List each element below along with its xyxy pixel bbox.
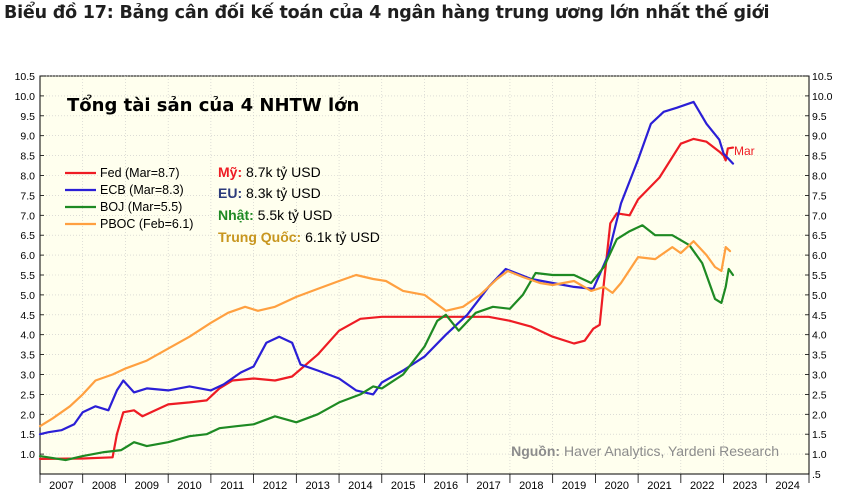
x-tick-label: 2022 (690, 480, 714, 492)
x-tick-label: 2015 (391, 480, 415, 492)
y-tick-label-right: 9.0 (812, 131, 827, 143)
series-lines (38, 100, 735, 462)
legend-label-boj: BOJ (Mar=5.5) (100, 200, 182, 214)
x-tick-label: 2013 (305, 480, 329, 492)
callout-us-label: Mỹ: (218, 164, 242, 180)
x-tick-label: 2017 (476, 480, 500, 492)
series-line-ecb (38, 100, 735, 436)
legend: Fed (Mar=8.7) ECB (Mar=8.3) BOJ (Mar=5.5… (65, 166, 193, 231)
x-tick-label: 2024 (775, 480, 799, 492)
callout-eu-label: EU: (218, 185, 242, 201)
y-tick-label-left: 9.5 (20, 111, 35, 123)
y-tick-label-right: 2.0 (812, 409, 827, 421)
x-tick-label: 2010 (177, 480, 201, 492)
series-line-fed (38, 137, 735, 460)
y-tick-label-left: 7.0 (20, 210, 35, 222)
y-tick-label-left: 3.0 (20, 370, 35, 382)
y-tick-label-right: 2.5 (812, 389, 827, 401)
x-tick-label: 2021 (647, 480, 671, 492)
y-tick-label-right: 5.5 (812, 270, 827, 282)
legend-label-ecb: ECB (Mar=8.3) (100, 183, 184, 197)
y-tick-label-left: 8.5 (20, 151, 35, 163)
source-text: Haver Analytics, Yardeni Research (560, 443, 779, 459)
x-tick-label: 2020 (605, 480, 629, 492)
y-tick-label-right: 3.5 (812, 350, 827, 362)
source-label: Nguồn: (511, 443, 560, 459)
y-tick-label-right: 4.5 (812, 310, 827, 322)
callout-cn-label: Trung Quốc: (218, 229, 301, 245)
y-tick-label-right: .5 (812, 469, 821, 481)
source-note: Nguồn: Haver Analytics, Yardeni Research (511, 443, 779, 459)
y-tick-label-left: 4.5 (20, 310, 35, 322)
y-tick-label-left: 6.5 (20, 230, 35, 242)
y-tick-label-left: 1.0 (20, 449, 35, 461)
x-tick-label: 2009 (135, 480, 159, 492)
y-tick-label-left: 5.0 (20, 290, 35, 302)
y-tick-label-left: 2.0 (20, 409, 35, 421)
y-tick-label-left: 1.5 (20, 429, 35, 441)
y-tick-label-left: 6.0 (20, 250, 35, 262)
figure-heading: Biểu đồ 17: Bảng cân đối kế toán của 4 n… (4, 3, 770, 23)
callout-cn-value: 6.1k tỷ USD (301, 229, 380, 245)
callout-us-value: 8.7k tỷ USD (242, 164, 321, 180)
x-axis-ticks: 2007 2008 2009 2010 2011 2012 2013 2014 2015 2016… (39, 474, 810, 492)
callout-eu: EU: 8.3k tỷ USD (218, 185, 321, 201)
y-tick-label-right: 10.5 (812, 71, 833, 83)
y-tick-label-right: 5.0 (812, 290, 827, 302)
y-tick-label-left: 10.0 (15, 91, 36, 103)
x-tick-label: 2019 (562, 480, 586, 492)
y-tick-label-right: 8.0 (812, 171, 827, 183)
chart-title: Tổng tài sản của 4 NHTW lớn (67, 94, 359, 116)
series-line-boj (38, 224, 735, 462)
callout-jp: Nhật: 5.5k tỷ USD (218, 207, 332, 223)
series-line-pboc (38, 240, 732, 428)
y-tick-label-right: 6.0 (812, 250, 827, 262)
y-axis-right-ticks: .5 1.0 1.5 2.0 2.5 3.0 3.5 4.0 4.5 5.0 5.5 6.0 6.5 7.… (805, 71, 833, 481)
callout-jp-value: 5.5k tỷ USD (254, 207, 333, 223)
y-tick-label-left: 7.5 (20, 190, 35, 202)
y-tick-label-right: 8.5 (812, 151, 827, 163)
callout-us: Mỹ: 8.7k tỷ USD (218, 164, 321, 180)
y-axis-left-ticks: 1.0 1.5 2.0 2.5 3.0 3.5 4.0 4.5 5.0 5.5 6.0 6.5 7.0 7… (15, 71, 44, 461)
y-tick-label-right: 1.0 (812, 449, 827, 461)
x-tick-label: 2018 (519, 480, 543, 492)
x-tick-label: 2007 (49, 480, 73, 492)
x-tick-label: 2012 (263, 480, 287, 492)
y-tick-label-right: 6.5 (812, 230, 827, 242)
legend-label-pboc: PBOC (Feb=6.1) (100, 217, 193, 231)
y-tick-label-right: 1.5 (812, 429, 827, 441)
x-tick-label: 2016 (434, 480, 458, 492)
legend-label-fed: Fed (Mar=8.7) (100, 166, 180, 180)
x-tick-label: 2014 (348, 480, 372, 492)
y-tick-label-right: 10.0 (812, 91, 833, 103)
x-gridlines (82, 76, 767, 474)
y-tick-label-left: 3.5 (20, 350, 35, 362)
y-tick-label-left: 4.0 (20, 330, 35, 342)
callout-eu-value: 8.3k tỷ USD (242, 185, 321, 201)
x-tick-label: 2023 (733, 480, 757, 492)
y-tick-label-right: 7.0 (812, 210, 827, 222)
y-tick-label-right: 7.5 (812, 190, 827, 202)
y-tick-label-right: 3.0 (812, 370, 827, 382)
y-tick-label-left: 5.5 (20, 270, 35, 282)
y-tick-label-left: 8.0 (20, 171, 35, 183)
callout-cn: Trung Quốc: 6.1k tỷ USD (218, 229, 380, 245)
value-callouts: Mỹ: 8.7k tỷ USD EU: 8.3k tỷ USD Nhật: 5.… (218, 164, 380, 245)
y-tick-label-left: 10.5 (15, 71, 36, 83)
x-tick-label: 2011 (220, 480, 244, 492)
mar-annotation: Mar (734, 144, 755, 158)
y-tick-label-left: 9.0 (20, 131, 35, 143)
y-tick-label-right: 9.5 (812, 111, 827, 123)
x-tick-label: 2008 (92, 480, 116, 492)
y-tick-label-right: 4.0 (812, 330, 827, 342)
y-tick-label-left: 2.5 (20, 389, 35, 401)
callout-jp-label: Nhật: (218, 207, 254, 223)
